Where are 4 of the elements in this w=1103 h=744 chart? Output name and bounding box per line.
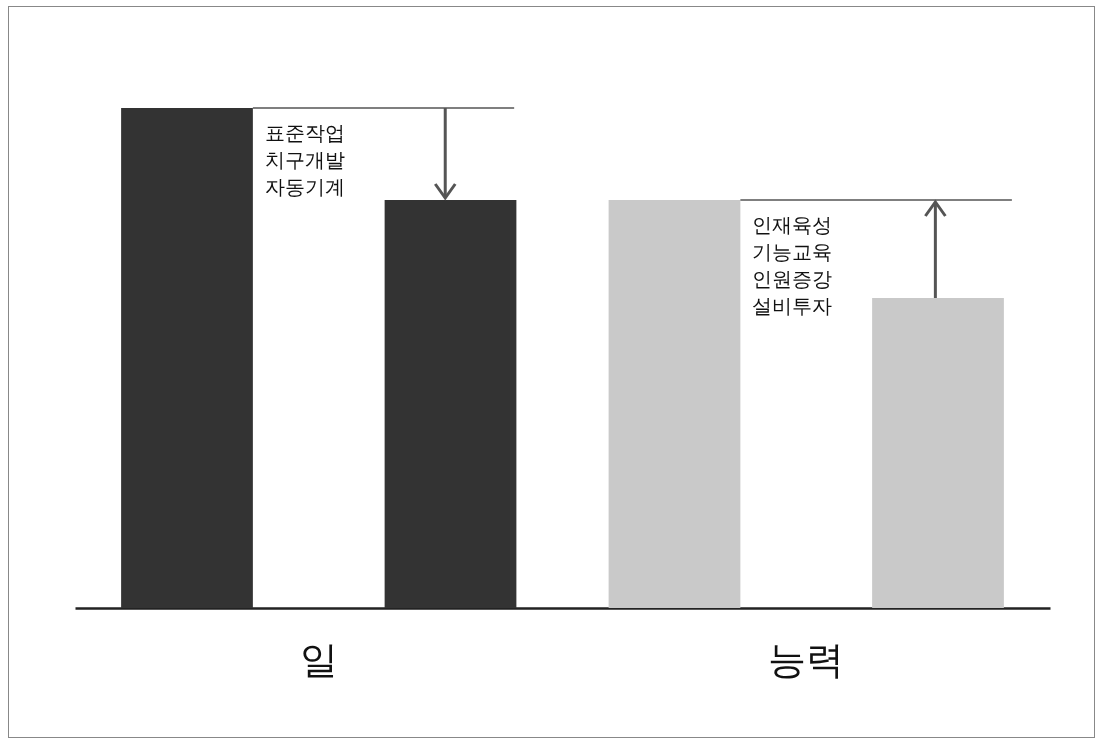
- annotation: 인재육성 기능교육 인원증강 설비투자: [752, 212, 833, 320]
- x-tick-label: 일: [299, 637, 338, 682]
- x-tick-label: 능력: [768, 637, 845, 682]
- annotation: 표준작업 치구개발 자동기계: [264, 120, 345, 201]
